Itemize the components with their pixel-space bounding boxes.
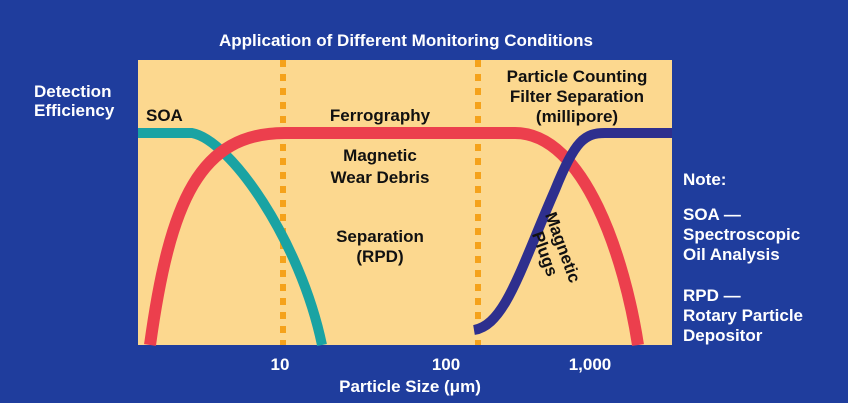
note: Depositor bbox=[683, 326, 763, 345]
region-label: Magnetic bbox=[343, 146, 417, 165]
x-tick-label: 1,000 bbox=[569, 355, 612, 374]
region-label: (millipore) bbox=[536, 107, 618, 126]
plot-area bbox=[138, 60, 672, 345]
ferrography-curve bbox=[144, 127, 644, 346]
x-axis-label: Particle Size (μm) bbox=[339, 377, 481, 396]
region-label: (RPD) bbox=[356, 247, 403, 266]
plugs-curve bbox=[472, 128, 672, 335]
title: Application of Different Monitoring Cond… bbox=[219, 31, 593, 50]
note-heading: Note: bbox=[683, 170, 726, 189]
note: RPD — bbox=[683, 286, 741, 305]
soa-curve bbox=[138, 128, 327, 347]
note: Spectroscopic bbox=[683, 225, 800, 244]
note: Oil Analysis bbox=[683, 245, 780, 264]
y-axis-label: Detection bbox=[34, 82, 111, 101]
region-label: Ferrography bbox=[330, 106, 431, 125]
region-label: Separation bbox=[336, 227, 424, 246]
region-label: Particle Counting bbox=[507, 67, 648, 86]
region-label: Filter Separation bbox=[510, 87, 644, 106]
region-label: SOA bbox=[146, 106, 183, 125]
region-label: Wear Debris bbox=[331, 168, 430, 187]
note: Rotary Particle bbox=[683, 306, 803, 325]
y-axis-label: Efficiency bbox=[34, 101, 115, 120]
x-tick-label: 10 bbox=[271, 355, 290, 374]
note: SOA — bbox=[683, 205, 741, 224]
x-tick-label: 100 bbox=[432, 355, 460, 374]
